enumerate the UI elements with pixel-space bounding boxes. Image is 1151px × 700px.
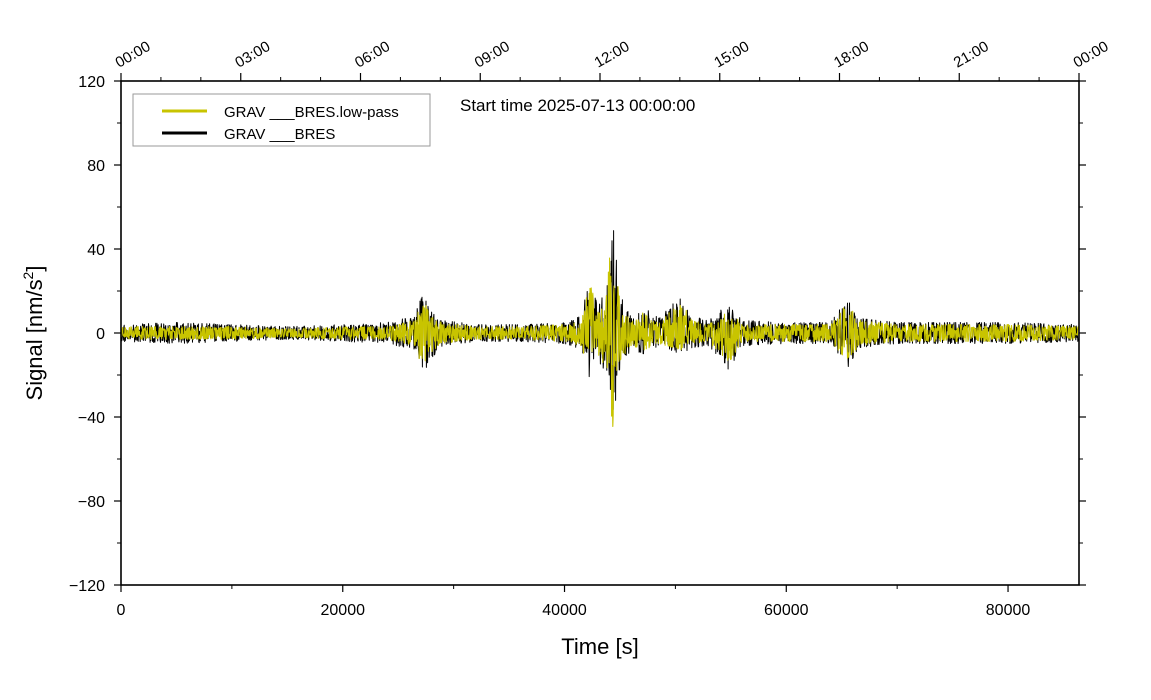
x-tick-label: 60000	[764, 602, 809, 619]
top-tick-label: 06:00	[352, 38, 393, 71]
y-axis-title-close: ]	[22, 266, 47, 272]
x-axis-title: Time [s]	[561, 634, 638, 659]
series-layer	[120, 230, 1080, 428]
x-tick-label: 0	[117, 602, 126, 619]
legend-label-raw: GRAV ___BRES	[224, 126, 335, 143]
y-tick-label: 80	[87, 158, 105, 175]
x-tick-label: 40000	[542, 602, 587, 619]
top-tick-label: 21:00	[951, 38, 992, 71]
y-tick-label: 40	[87, 242, 105, 259]
top-tick-label: 00:00	[1071, 38, 1112, 71]
top-tick-label: 15:00	[711, 38, 752, 71]
start-time-annotation: Start time 2025-07-13 00:00:00	[460, 96, 695, 115]
y-axis-title: Signal [nm/s2]	[20, 266, 47, 401]
y-tick-label: 120	[78, 74, 105, 91]
y-tick-label: −120	[69, 578, 105, 595]
series-line	[120, 257, 1080, 428]
top-tick-label: 12:00	[592, 38, 633, 71]
legend-box	[132, 93, 431, 147]
y-axis-title-main: Signal [nm/s	[22, 279, 47, 400]
top-tick-label: 09:00	[472, 38, 513, 71]
y-tick-label: −40	[78, 410, 105, 427]
plot-frame	[120, 80, 1080, 586]
top-tick-label: 18:00	[831, 38, 872, 71]
x-tick-label: 80000	[986, 602, 1031, 619]
x-tick-label: 20000	[321, 602, 366, 619]
top-tick-label: 03:00	[232, 38, 273, 71]
y-tick-label: 0	[96, 326, 105, 343]
y-axis-title-superscript: 2	[20, 271, 36, 279]
y-tick-label: −80	[78, 494, 105, 511]
legend-label-low-pass: GRAV ___BRES.low-pass	[224, 104, 399, 121]
top-tick-label: 00:00	[113, 38, 154, 71]
legend: GRAV ___BRES.low-pass GRAV ___BRES	[132, 93, 431, 147]
